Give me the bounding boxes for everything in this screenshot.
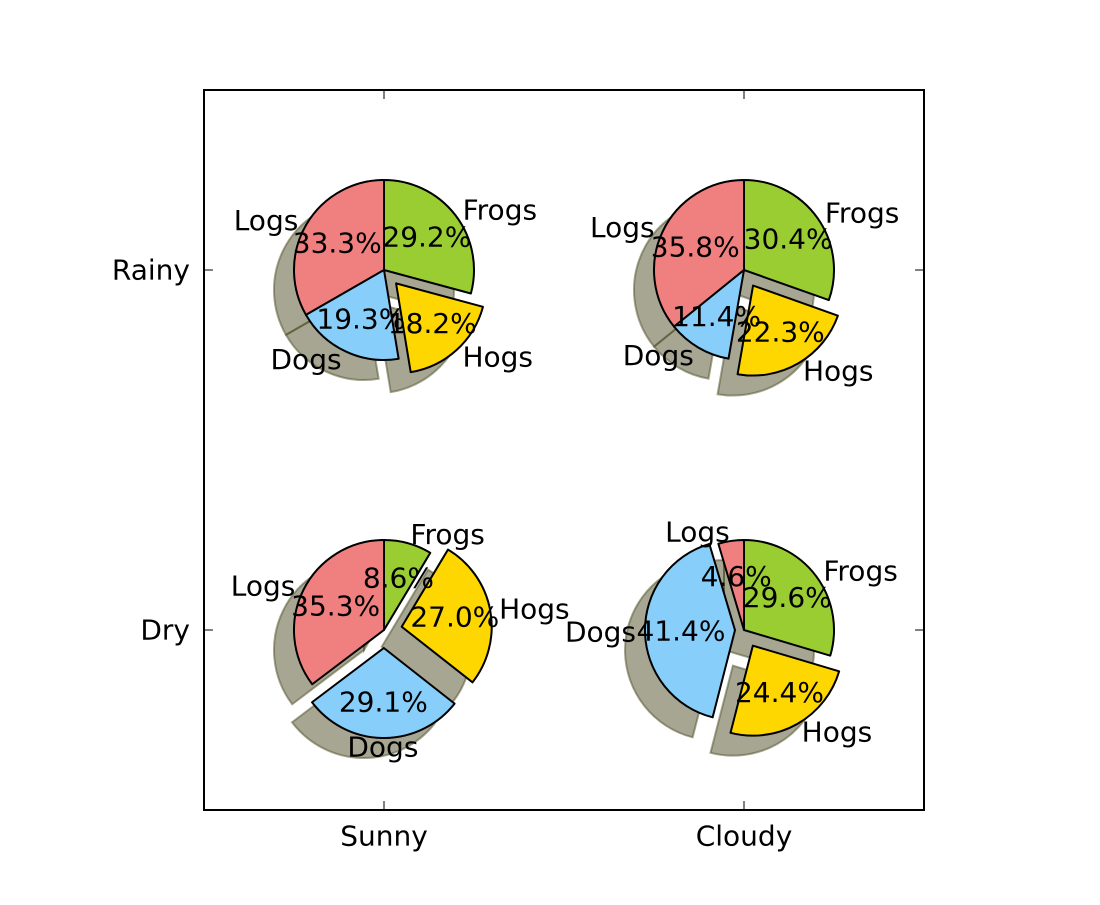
pie-pct-label-logs: 4.6% — [701, 560, 772, 593]
pie-label-logs: Logs — [231, 569, 296, 602]
pie-slice-frogs — [383, 179, 475, 295]
pie-slice-frogs — [383, 539, 432, 631]
pie-pct-label-dogs: 41.4% — [637, 615, 726, 648]
pie-pct-label-dogs: 19.3% — [316, 302, 405, 335]
pie-pct-label-logs: 35.3% — [291, 589, 380, 622]
pie-slice-hogs — [736, 284, 839, 377]
pie-pct-label-hogs: 24.4% — [735, 676, 824, 709]
pie-pct-label-frogs: 8.6% — [363, 561, 434, 594]
y-tick-label: Rainy — [112, 254, 190, 287]
pie-slice-dogs — [311, 646, 456, 739]
axes-layer: Sunny Cloudy Rainy Dry — [112, 90, 924, 853]
pie-label-frogs: Frogs — [825, 196, 899, 229]
x-tick-label: Sunny — [340, 820, 428, 853]
pie-label-logs: Logs — [665, 516, 730, 549]
pie-pct-label-frogs: 29.6% — [743, 581, 832, 614]
pie-label-hogs: Hogs — [803, 355, 874, 388]
pie-slice-frogs — [743, 179, 835, 302]
pie-pct-label-hogs: 18.2% — [388, 307, 477, 340]
pie-label-frogs: Frogs — [463, 193, 537, 226]
pie-slice-frogs — [743, 539, 835, 657]
pie-label-hogs: Hogs — [802, 715, 873, 748]
pie-slice-hogs — [395, 282, 484, 374]
pie-label-hogs: Hogs — [462, 340, 533, 373]
pie-slice-dogs — [673, 269, 745, 360]
pie-slice-logs — [653, 179, 745, 328]
pie-pct-label-frogs: 29.2% — [382, 221, 471, 254]
pie-pct-label-hogs: 27.0% — [410, 600, 499, 633]
x-tick-label: Cloudy — [696, 820, 793, 853]
pie-pct-label-logs: 33.3% — [293, 226, 382, 259]
pie-label-dogs: Dogs — [347, 730, 418, 763]
pie-pct-label-dogs: 11.4% — [672, 300, 761, 333]
pie-slice-hogs — [729, 644, 841, 737]
pie-pct-label-dogs: 29.1% — [339, 685, 428, 718]
pie-pct-label-logs: 35.8% — [651, 230, 740, 263]
pie-label-frogs: Frogs — [410, 518, 484, 551]
pie-slice-logs — [293, 179, 385, 316]
pie-label-dogs: Dogs — [623, 339, 694, 372]
pie-label-hogs: Hogs — [499, 592, 570, 625]
pie-slice-dogs — [304, 269, 400, 361]
pie-slice-logs — [293, 539, 385, 686]
pie-label-frogs: Frogs — [823, 554, 897, 587]
pie-slice-dogs — [644, 542, 737, 719]
pie-slice-hogs — [400, 548, 493, 684]
pie-pct-label-hogs: 22.3% — [736, 316, 825, 349]
pie-pct-label-frogs: 30.4% — [744, 222, 833, 255]
pie-label-dogs: Dogs — [271, 343, 342, 376]
y-tick-label: Dry — [140, 614, 190, 647]
plot-frame — [203, 89, 925, 811]
pie-label-logs: Logs — [590, 211, 655, 244]
pie-label-logs: Logs — [234, 204, 299, 237]
pie-label-dogs: Dogs — [565, 616, 636, 649]
